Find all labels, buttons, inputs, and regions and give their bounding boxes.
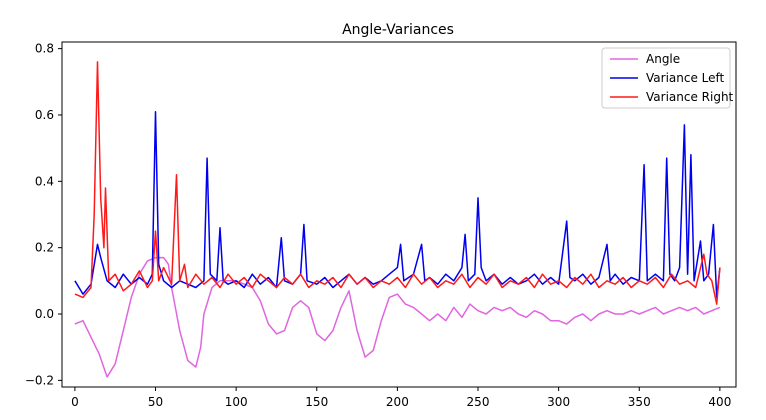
plot-lines bbox=[74, 61, 721, 378]
y-tick-label: 0.2 bbox=[35, 241, 54, 255]
x-tick-label: 300 bbox=[547, 395, 570, 409]
x-axis: 0 50 100 150 200 250 300 350 400 bbox=[71, 387, 731, 409]
plot-frame bbox=[61, 41, 737, 388]
legend-box bbox=[601, 47, 731, 109]
x-tick-label: 250 bbox=[467, 395, 490, 409]
y-axis: −0.2 0.0 0.2 0.4 0.6 0.8 bbox=[25, 42, 62, 387]
x-tick-label: 100 bbox=[225, 395, 248, 409]
y-tick-label: 0.8 bbox=[35, 42, 54, 56]
legend: Angle Variance Left Variance Right bbox=[601, 47, 734, 109]
x-tick-label: 150 bbox=[305, 395, 328, 409]
chart-title: Angle-Variances bbox=[342, 22, 454, 38]
x-tick-label: 400 bbox=[708, 395, 731, 409]
y-tick-label: 0.6 bbox=[35, 108, 54, 122]
x-tick-label: 200 bbox=[386, 395, 409, 409]
legend-label: Angle bbox=[646, 52, 680, 66]
y-tick-label: 0.4 bbox=[35, 174, 54, 188]
x-tick-label: 350 bbox=[628, 395, 651, 409]
y-tick-label: 0.0 bbox=[35, 307, 54, 321]
series-line-variance-right bbox=[74, 61, 721, 305]
series-line-angle bbox=[74, 256, 721, 378]
y-tick-label: −0.2 bbox=[25, 373, 54, 387]
legend-label: Variance Left bbox=[646, 71, 725, 85]
x-tick-label: 50 bbox=[148, 395, 163, 409]
legend-label: Variance Right bbox=[646, 90, 734, 104]
x-tick-label: 0 bbox=[71, 395, 79, 409]
